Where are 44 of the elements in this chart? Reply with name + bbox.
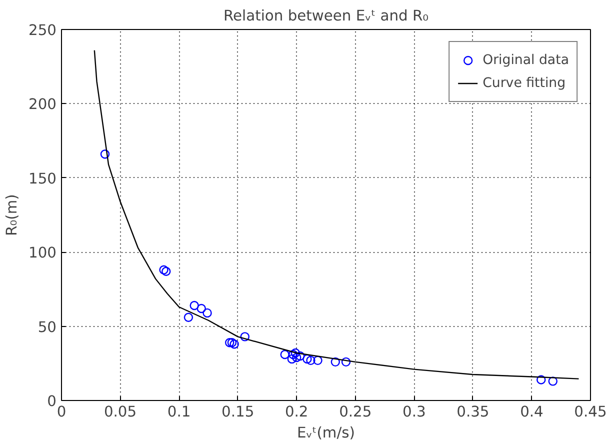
point (287, 354, 297, 364)
point (190, 300, 199, 310)
x-tick-label: 0.15 (222, 404, 254, 420)
x-tick-label: 0.1 (167, 404, 191, 420)
point (292, 352, 302, 362)
y-tick-label: 150 (28, 170, 57, 188)
x-axis-title: Eᵥᵗ(m/s) (297, 424, 355, 442)
point (302, 354, 312, 364)
point (225, 338, 234, 348)
point (100, 150, 110, 159)
y-axis-title: R₀(m) (4, 194, 21, 236)
point (184, 312, 194, 322)
y-tick-label: 0 (47, 393, 57, 410)
x-tick-label: 0.45 (574, 404, 607, 420)
point (548, 376, 558, 386)
chart-title: Relation between Eᵥᵗ and R₀ (223, 8, 429, 24)
point (313, 356, 322, 366)
point (230, 340, 239, 349)
x-tick-label: 0.25 (339, 404, 372, 420)
point (296, 351, 305, 361)
point (341, 357, 351, 367)
point (290, 348, 300, 358)
point (227, 338, 237, 348)
x-tick-label: 0.35 (456, 404, 490, 420)
y-tick-label: 100 (28, 244, 57, 262)
y-tick-label: 200 (28, 96, 57, 114)
point (196, 304, 206, 314)
point (280, 350, 290, 360)
point (159, 265, 168, 274)
point (306, 356, 316, 366)
y-tick-label: 50 (38, 318, 57, 336)
x-tick-label: 0.05 (104, 404, 137, 420)
y-tick-label: 250 (28, 22, 57, 39)
legend-label: Original data (482, 52, 569, 68)
point (202, 308, 212, 318)
point (536, 375, 546, 384)
x-tick-label: 0.2 (284, 404, 308, 420)
point (330, 357, 340, 367)
point (162, 266, 171, 276)
legend-label: Curve fitting (482, 76, 566, 90)
point (240, 332, 250, 342)
point (288, 350, 298, 360)
x-tick-label: 0.4 (520, 404, 544, 420)
x-tick-label: 0.3 (402, 404, 426, 420)
